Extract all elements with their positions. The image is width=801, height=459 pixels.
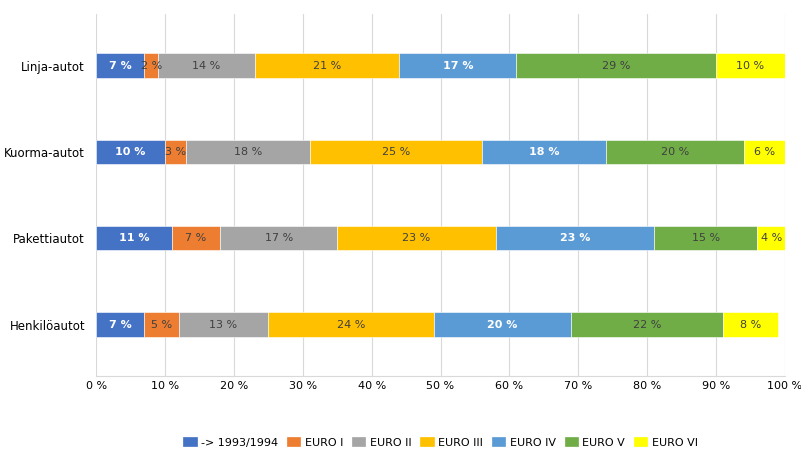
Text: 20 %: 20 % <box>661 147 689 157</box>
Text: 5 %: 5 % <box>151 319 172 330</box>
Text: 11 %: 11 % <box>119 233 149 243</box>
Text: 6 %: 6 % <box>754 147 775 157</box>
Bar <box>482 140 606 164</box>
Text: 17 %: 17 % <box>264 233 293 243</box>
Bar <box>179 313 268 336</box>
Bar <box>758 226 785 250</box>
Text: 14 %: 14 % <box>192 61 220 71</box>
Bar <box>517 54 716 78</box>
Bar <box>654 226 758 250</box>
Text: 13 %: 13 % <box>210 319 238 330</box>
Text: 10 %: 10 % <box>115 147 146 157</box>
Text: 23 %: 23 % <box>560 233 590 243</box>
Legend: -> 1993/1994, EURO I, EURO II, EURO III, EURO IV, EURO V, EURO VI: -> 1993/1994, EURO I, EURO II, EURO III,… <box>179 433 702 452</box>
Text: 17 %: 17 % <box>442 61 473 71</box>
Bar <box>186 140 310 164</box>
Bar <box>716 54 785 78</box>
Text: 18 %: 18 % <box>234 147 262 157</box>
Text: 10 %: 10 % <box>736 61 765 71</box>
Bar <box>220 226 337 250</box>
Text: 4 %: 4 % <box>761 233 782 243</box>
Text: 2 %: 2 % <box>141 61 162 71</box>
Bar <box>268 313 433 336</box>
Bar <box>96 313 144 336</box>
Text: 21 %: 21 % <box>312 61 341 71</box>
Bar <box>723 313 778 336</box>
Text: 20 %: 20 % <box>487 319 517 330</box>
Bar <box>743 140 785 164</box>
Bar <box>255 54 399 78</box>
Text: 25 %: 25 % <box>381 147 410 157</box>
Bar <box>158 54 255 78</box>
Bar <box>433 313 571 336</box>
Bar <box>96 226 172 250</box>
Text: 22 %: 22 % <box>633 319 662 330</box>
Bar <box>399 54 517 78</box>
Text: 15 %: 15 % <box>692 233 720 243</box>
Text: 7 %: 7 % <box>185 233 207 243</box>
Bar <box>172 226 220 250</box>
Text: 29 %: 29 % <box>602 61 630 71</box>
Text: 7 %: 7 % <box>109 61 131 71</box>
Text: 3 %: 3 % <box>165 147 186 157</box>
Bar <box>496 226 654 250</box>
Bar <box>144 313 179 336</box>
Text: 18 %: 18 % <box>529 147 559 157</box>
Text: 23 %: 23 % <box>402 233 431 243</box>
Text: 24 %: 24 % <box>336 319 365 330</box>
Bar <box>606 140 743 164</box>
Bar <box>571 313 723 336</box>
Bar <box>144 54 158 78</box>
Bar <box>96 140 165 164</box>
Bar <box>337 226 496 250</box>
Bar <box>310 140 482 164</box>
Text: 8 %: 8 % <box>740 319 761 330</box>
Text: 7 %: 7 % <box>109 319 131 330</box>
Bar <box>96 54 144 78</box>
Bar <box>165 140 186 164</box>
